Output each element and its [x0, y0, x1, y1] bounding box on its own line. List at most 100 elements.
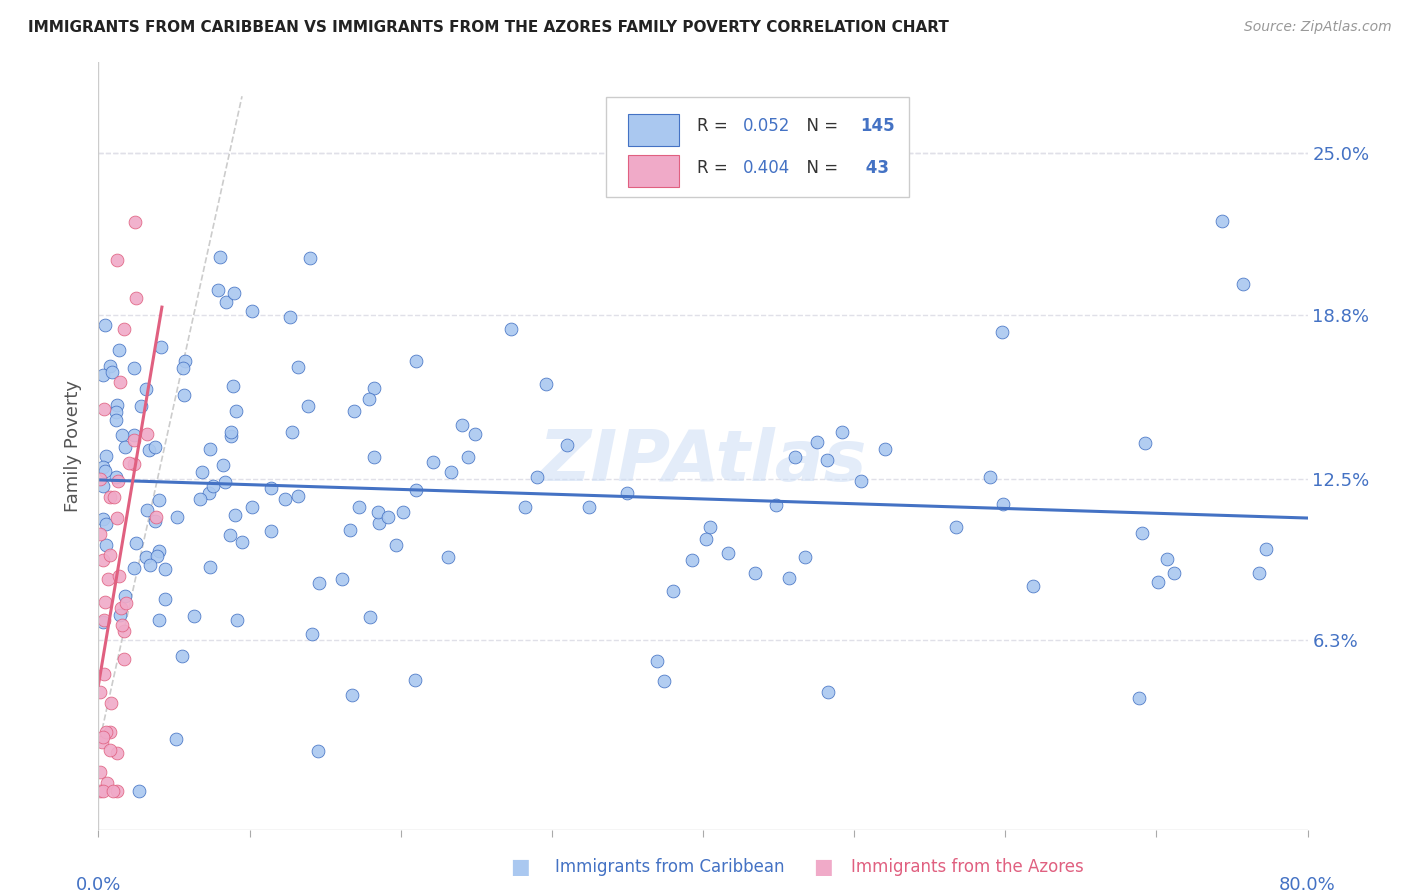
Point — [363, 381, 385, 395]
Point — [108, 376, 131, 390]
Point — [287, 489, 309, 503]
Bar — [628, 155, 679, 187]
Point — [450, 418, 472, 433]
Point — [991, 325, 1014, 339]
Text: ■: ■ — [813, 857, 832, 877]
Point — [1156, 552, 1178, 566]
Point — [174, 354, 197, 368]
Point — [226, 613, 249, 627]
Point — [100, 724, 122, 739]
Point — [363, 450, 385, 464]
Point — [155, 591, 177, 606]
Point — [89, 765, 111, 780]
Point — [457, 450, 479, 464]
Point — [405, 353, 427, 368]
Point — [536, 376, 558, 391]
Point — [94, 450, 117, 464]
Point — [89, 472, 111, 486]
Text: Source: ZipAtlas.com: Source: ZipAtlas.com — [1244, 20, 1392, 34]
Point — [297, 400, 319, 414]
Point — [287, 360, 309, 375]
Point — [122, 361, 145, 376]
Point — [404, 673, 426, 687]
Text: 43: 43 — [860, 159, 889, 177]
Point — [91, 735, 114, 749]
Point — [112, 652, 135, 666]
Point — [1022, 579, 1045, 593]
Point — [107, 746, 129, 760]
Text: 0.404: 0.404 — [742, 159, 790, 177]
Point — [122, 457, 145, 471]
Point — [100, 696, 122, 710]
Point — [136, 503, 159, 517]
Point — [209, 250, 232, 264]
Point — [231, 534, 253, 549]
Point — [695, 532, 717, 546]
Point — [240, 304, 263, 318]
Point — [91, 478, 114, 492]
Point — [1232, 277, 1254, 291]
Point — [849, 474, 872, 488]
Point — [831, 425, 853, 440]
Point — [281, 425, 304, 439]
Point — [260, 524, 283, 538]
Point — [148, 492, 170, 507]
Point — [1128, 691, 1150, 706]
Text: 0.052: 0.052 — [742, 117, 790, 135]
Point — [260, 481, 283, 495]
Point — [138, 443, 160, 458]
Point — [202, 479, 225, 493]
Point — [94, 595, 117, 609]
Point — [307, 743, 329, 757]
Y-axis label: Family Poverty: Family Poverty — [65, 380, 83, 512]
Point — [183, 608, 205, 623]
Point — [107, 252, 129, 267]
Point — [125, 536, 148, 550]
Point — [101, 783, 124, 797]
Point — [93, 667, 115, 681]
Point — [94, 516, 117, 531]
Text: ■: ■ — [510, 857, 530, 877]
Point — [993, 498, 1015, 512]
Point — [108, 569, 131, 583]
Point — [225, 404, 247, 418]
Text: R =: R = — [697, 159, 733, 177]
Point — [146, 549, 169, 564]
Point — [815, 453, 838, 467]
Point — [118, 456, 141, 470]
Point — [89, 526, 111, 541]
Point — [105, 510, 128, 524]
Point — [153, 562, 176, 576]
Point — [392, 505, 415, 519]
Point — [224, 508, 246, 522]
Point — [96, 775, 118, 789]
Point — [214, 475, 236, 490]
Point — [437, 549, 460, 564]
Point — [347, 500, 370, 514]
Point — [699, 519, 721, 533]
Text: IMMIGRANTS FROM CARIBBEAN VS IMMIGRANTS FROM THE AZORES FAMILY POVERTY CORRELATI: IMMIGRANTS FROM CARIBBEAN VS IMMIGRANTS … — [28, 20, 949, 35]
Point — [339, 524, 361, 538]
Point — [240, 500, 263, 515]
Point — [681, 553, 703, 567]
Point — [817, 684, 839, 698]
Point — [647, 654, 669, 668]
Point — [125, 291, 148, 305]
Point — [555, 437, 578, 451]
Point — [93, 730, 115, 744]
Point — [115, 596, 138, 610]
Point — [343, 404, 366, 418]
Point — [93, 402, 115, 417]
Point — [945, 520, 967, 534]
Point — [105, 405, 128, 419]
Point — [145, 509, 167, 524]
Point — [91, 553, 114, 567]
Point — [91, 460, 114, 475]
Point — [143, 514, 166, 528]
Point — [89, 783, 111, 797]
Point — [104, 470, 127, 484]
Point — [359, 610, 381, 624]
Point — [793, 550, 815, 565]
Point — [221, 379, 243, 393]
Point — [166, 510, 188, 524]
